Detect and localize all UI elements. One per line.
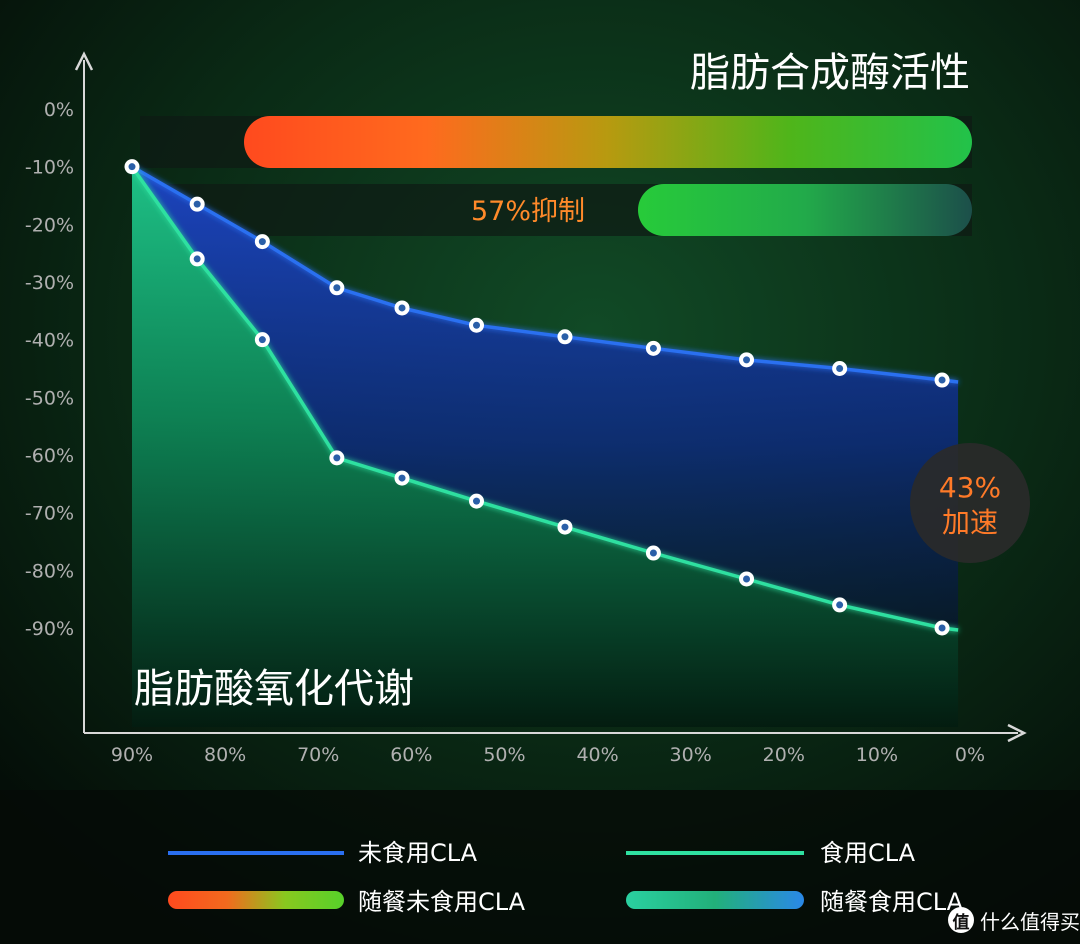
series-line-uncla xyxy=(131,165,959,384)
accelerate-badge xyxy=(910,443,1030,563)
y-tick-label: -90% xyxy=(25,618,74,640)
chart-title: 脂肪合成酶活性 xyxy=(690,50,970,96)
chart-subtitle: 脂肪酸氧化代谢 xyxy=(134,666,414,712)
point-cla-core xyxy=(193,255,201,263)
point-uncla-core xyxy=(473,321,481,329)
point-uncla-core xyxy=(193,200,201,208)
x-tick-label: 80% xyxy=(204,744,246,766)
legend-swatch-meal-uncla xyxy=(168,891,344,909)
point-cla-core xyxy=(743,575,751,583)
area-cla xyxy=(132,166,959,727)
x-tick-label: 20% xyxy=(763,744,805,766)
bar-fat-synthase xyxy=(244,116,972,168)
legend: 未食用CLA 食用CLA 随餐未食用CLA 随餐食用CLA xyxy=(168,839,964,916)
point-cla-core xyxy=(258,336,266,344)
point-uncla-core xyxy=(333,284,341,292)
x-tick-label: 60% xyxy=(390,744,432,766)
point-cla-core xyxy=(333,454,341,462)
legend-label-cla: 食用CLA xyxy=(820,839,916,867)
legend-label-meal-cla: 随餐食用CLA xyxy=(820,888,964,916)
point-uncla-core xyxy=(938,376,946,384)
point-uncla-core xyxy=(258,238,266,246)
point-uncla-core xyxy=(836,365,844,372)
legend-label-meal-uncla: 随餐未食用CLA xyxy=(358,888,526,916)
watermark-text: 什么值得买 xyxy=(980,909,1080,934)
point-cla-core xyxy=(473,497,481,505)
point-uncla-core xyxy=(398,304,406,312)
inhibit-label: 57%抑制 xyxy=(471,196,585,227)
x-tick-label: 40% xyxy=(576,744,618,766)
series-line-cla xyxy=(130,165,959,632)
legend-background xyxy=(0,790,1080,944)
point-cla-core xyxy=(398,474,406,482)
legend-label-uncla: 未食用CLA xyxy=(358,839,478,867)
point-uncla-core xyxy=(743,356,751,364)
watermark: 值 什么值得买 xyxy=(948,903,1080,937)
point-cla-core xyxy=(938,624,946,632)
point-cla-core xyxy=(836,601,844,609)
accelerate-badge-label: 加速 xyxy=(942,506,998,539)
x-tick-label: 10% xyxy=(856,744,898,766)
x-tick-label: 50% xyxy=(483,744,525,766)
watermark-badge: 值 xyxy=(948,907,974,933)
y-tick-label: -10% xyxy=(25,157,74,179)
x-tick-label: 30% xyxy=(670,744,712,766)
point-cla-core xyxy=(649,549,657,557)
x-axis-arrow xyxy=(1007,723,1027,743)
y-axis-arrow xyxy=(74,51,94,71)
accelerate-badge-percent: 43% xyxy=(939,471,1001,504)
y-tick-label: -60% xyxy=(25,445,74,467)
point-uncla-core xyxy=(649,344,657,352)
x-tick-label: 0% xyxy=(955,744,985,766)
y-tick-label: -40% xyxy=(25,330,74,352)
y-tick-label: -30% xyxy=(25,272,74,294)
bar-inhibit xyxy=(638,184,972,236)
y-tick-label: 0% xyxy=(44,99,74,121)
point-uncla-core xyxy=(128,163,136,171)
y-tick-label: -80% xyxy=(25,560,74,582)
point-cla-core xyxy=(561,523,569,531)
y-tick-label: -20% xyxy=(25,214,74,236)
y-tick-label: -70% xyxy=(25,503,74,525)
x-tick-label: 90% xyxy=(111,744,153,766)
x-tick-label: 70% xyxy=(297,744,339,766)
point-uncla-core xyxy=(561,333,569,341)
legend-swatch-meal-cla xyxy=(626,891,804,909)
y-tick-label: -50% xyxy=(25,387,74,409)
